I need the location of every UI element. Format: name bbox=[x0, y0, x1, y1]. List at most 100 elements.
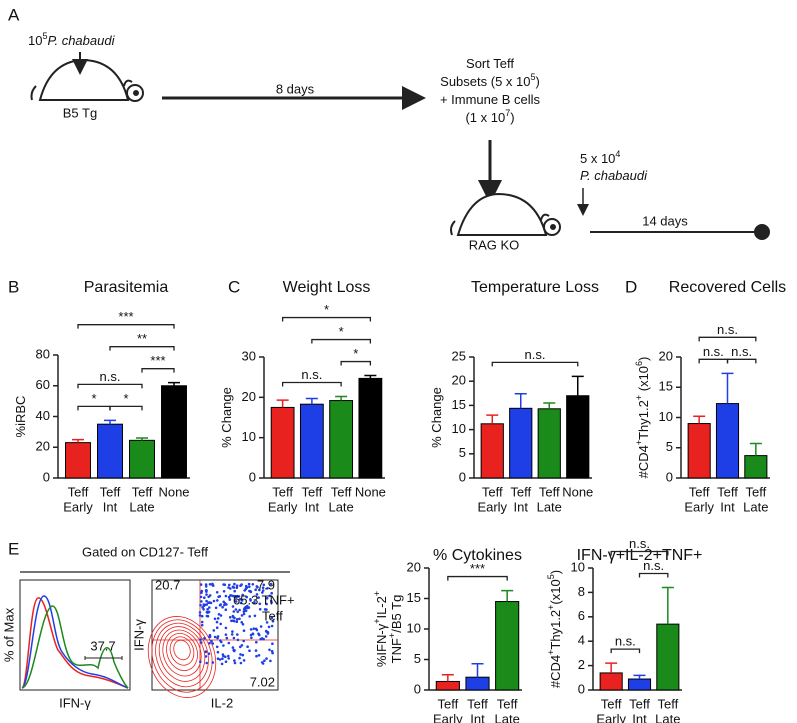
panel-label: B bbox=[8, 277, 19, 296]
cell-dot bbox=[242, 659, 246, 662]
x-tick-label: Teff bbox=[657, 696, 678, 711]
x-tick-label: Teff bbox=[745, 484, 766, 499]
x-tick-label: Late bbox=[129, 499, 154, 514]
error-bar bbox=[471, 663, 484, 678]
y-tick-label: 2 bbox=[578, 657, 585, 672]
significance-bracket bbox=[77, 324, 175, 329]
cell-dot bbox=[256, 585, 259, 589]
cell-dot bbox=[244, 609, 248, 613]
text-segment: + bbox=[634, 440, 644, 445]
cell-dot bbox=[216, 599, 219, 602]
cell-dot bbox=[242, 639, 245, 643]
contour bbox=[158, 626, 206, 682]
cell-dot bbox=[271, 651, 274, 655]
cell-dot bbox=[219, 622, 222, 626]
cell-dot bbox=[199, 660, 202, 664]
chart-title: Recovered Cells bbox=[669, 279, 786, 296]
cell-dot bbox=[215, 645, 219, 649]
y-tick-label: 6 bbox=[578, 608, 585, 623]
y-tick-label: 0 bbox=[249, 469, 256, 484]
cell-dot bbox=[253, 614, 257, 618]
text-segment: + Immune B cells bbox=[440, 92, 541, 107]
text-segment: % Change bbox=[429, 387, 444, 448]
bar bbox=[537, 408, 561, 479]
cell-dot bbox=[222, 644, 225, 647]
cell-dot bbox=[259, 625, 263, 628]
cell-dot bbox=[236, 610, 239, 614]
y-tick-label: 8 bbox=[578, 584, 585, 599]
significance-bracket bbox=[340, 360, 372, 366]
cell-dot bbox=[216, 617, 220, 620]
significance-bracket bbox=[77, 405, 111, 411]
cell-dot bbox=[204, 655, 208, 658]
cell-dot bbox=[203, 636, 206, 640]
y-tick-label: 4 bbox=[578, 633, 585, 648]
error-bar bbox=[168, 381, 180, 386]
significance-bracket bbox=[698, 336, 757, 342]
cell-dot bbox=[257, 596, 260, 599]
error-bar bbox=[693, 415, 706, 424]
cell-dot bbox=[233, 649, 236, 652]
text-segment: Thy1.2 bbox=[548, 610, 563, 650]
cell-dot bbox=[233, 596, 237, 599]
tnf-label: Teff bbox=[262, 608, 283, 623]
x-tick-label: Late bbox=[537, 499, 562, 514]
cell-dot bbox=[198, 611, 202, 614]
significance-bracket bbox=[610, 550, 669, 556]
bar bbox=[465, 676, 490, 691]
text-segment: %IFN-γ bbox=[374, 623, 389, 667]
cell-dot bbox=[208, 633, 212, 637]
cell-dot bbox=[224, 633, 228, 636]
gate-value: 37.7 bbox=[90, 638, 115, 653]
bar bbox=[509, 407, 533, 479]
bar bbox=[97, 423, 123, 479]
text-segment: (x10 bbox=[548, 579, 563, 604]
cell-dot bbox=[246, 606, 249, 610]
axis-label: IFN-γ bbox=[131, 619, 146, 651]
error-bar bbox=[364, 374, 377, 379]
significance-bracket bbox=[491, 361, 579, 367]
cell-dot bbox=[238, 617, 241, 621]
cell-dot bbox=[250, 636, 253, 640]
cell-dot bbox=[269, 659, 272, 663]
cell-dot bbox=[248, 649, 251, 652]
cell-dot bbox=[204, 589, 208, 592]
bar bbox=[358, 377, 383, 479]
text-segment: 5 bbox=[530, 72, 535, 82]
x-tick-label: None bbox=[158, 484, 189, 499]
quadrant-value: 7.02 bbox=[250, 674, 275, 689]
cell-dot bbox=[233, 582, 236, 586]
bar bbox=[599, 672, 623, 691]
bar bbox=[65, 442, 91, 479]
bar bbox=[495, 601, 520, 691]
cell-dot bbox=[239, 584, 242, 587]
cell-dot bbox=[205, 603, 208, 606]
donor-label: B5 Tg bbox=[63, 105, 97, 120]
significance-label: * bbox=[123, 391, 128, 406]
y-axis-label: %IFN-γ+IL-2+ bbox=[372, 591, 389, 667]
significance-label: *** bbox=[150, 353, 165, 368]
cell-dot bbox=[235, 618, 239, 621]
cell-dot bbox=[219, 639, 222, 642]
x-tick-label: Teff bbox=[272, 484, 293, 499]
text-segment: P. chabaudi bbox=[580, 168, 648, 183]
text-segment: + bbox=[387, 633, 397, 638]
y-axis-label: % Change bbox=[429, 387, 444, 448]
axis-label: IL-2 bbox=[211, 695, 233, 710]
cell-dot bbox=[234, 608, 238, 611]
cell-dot bbox=[231, 619, 235, 622]
cell-dot bbox=[265, 602, 268, 606]
cell-dot bbox=[215, 626, 219, 629]
cell-dot bbox=[265, 596, 269, 600]
cell-dot bbox=[237, 595, 241, 598]
text-segment: ) bbox=[548, 570, 563, 574]
error-bar bbox=[501, 589, 514, 602]
cell-dot bbox=[231, 586, 235, 589]
bar bbox=[744, 455, 768, 479]
x-tick-label: Teff bbox=[100, 484, 121, 499]
cell-dot bbox=[228, 583, 231, 587]
cell-dot bbox=[247, 582, 251, 586]
cell-dot bbox=[251, 632, 255, 635]
bar bbox=[129, 439, 155, 479]
x-tick-label: Teff bbox=[601, 696, 622, 711]
